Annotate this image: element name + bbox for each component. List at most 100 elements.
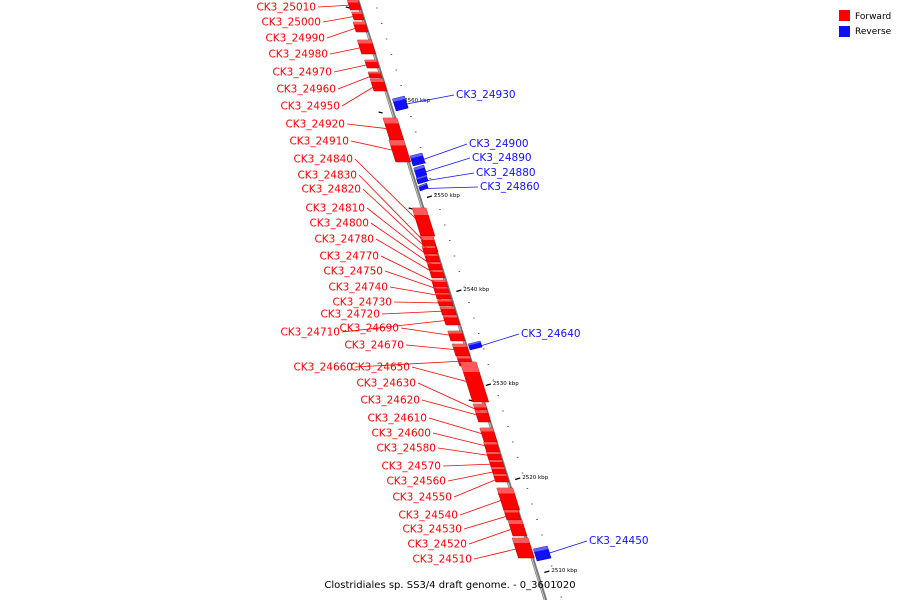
forward-gene-label[interactable]: CK3_24770	[319, 251, 379, 263]
forward-gene-block[interactable]	[411, 207, 436, 237]
forward-gene-label[interactable]: CK3_24980	[268, 49, 328, 61]
forward-gene-label[interactable]: CK3_24990	[265, 33, 325, 45]
forward-gene-label[interactable]: CK3_24710	[280, 327, 340, 339]
forward-gene-label[interactable]: CK3_24510	[412, 554, 472, 566]
forward-gene-block[interactable]	[351, 11, 365, 21]
forward-gene-label[interactable]: CK3_25010	[256, 2, 316, 14]
forward-gene-block[interactable]	[364, 59, 380, 69]
reverse-gene-label[interactable]: CK3_24640	[521, 328, 581, 340]
forward-gene-label[interactable]: CK3_24820	[301, 184, 361, 196]
forward-gene-block[interactable]	[492, 473, 510, 483]
forward-gene-block[interactable]	[479, 427, 498, 443]
forward-gene-label[interactable]: CK3_24550	[392, 492, 452, 504]
forward-gene-label[interactable]: CK3_24920	[285, 119, 345, 131]
forward-gene-block[interactable]	[431, 279, 449, 289]
forward-gene-label[interactable]: CK3_24730	[332, 297, 392, 309]
forward-leader	[389, 286, 443, 297]
reverse-gene-label[interactable]: CK3_24900	[469, 138, 529, 150]
reverse-leader	[418, 143, 468, 162]
reverse-gene-label[interactable]: CK3_24890	[472, 152, 532, 164]
forward-gene-label[interactable]: CK3_25000	[261, 17, 321, 29]
reverse-gene-label[interactable]: CK3_24450	[589, 535, 649, 547]
forward-gene-label[interactable]: CK3_24740	[328, 282, 388, 294]
forward-gene-label[interactable]: CK3_24540	[398, 510, 458, 522]
forward-gene-label[interactable]: CK3_24560	[386, 476, 446, 488]
forward-gene-block[interactable]	[367, 71, 383, 79]
forward-gene-block[interactable]	[483, 441, 500, 453]
forward-gene-label[interactable]: CK3_24620	[360, 395, 420, 407]
forward-gene-block[interactable]	[507, 519, 528, 537]
forward-gene-label[interactable]: CK3_24580	[376, 443, 436, 455]
forward-leader	[437, 447, 493, 457]
forward-gene-label[interactable]: CK3_24670	[344, 340, 404, 352]
forward-gene-block[interactable]	[442, 314, 461, 326]
reverse-gene-block[interactable]	[418, 182, 429, 192]
reverse-leader	[424, 172, 475, 182]
forward-gene-block[interactable]	[439, 306, 457, 316]
reverse-gene-block[interactable]	[409, 152, 426, 167]
forward-gene-block[interactable]	[437, 299, 454, 307]
forward-leader	[354, 360, 464, 368]
legend-forward-label: Forward	[855, 12, 891, 22]
forward-gene-label[interactable]: CK3_24970	[272, 67, 332, 79]
forward-gene-block[interactable]	[434, 292, 452, 300]
forward-gene-block[interactable]	[429, 269, 446, 279]
forward-gene-label[interactable]: CK3_24720	[320, 309, 380, 321]
forward-gene-label[interactable]: CK3_24570	[381, 461, 441, 473]
forward-gene-label[interactable]: CK3_24950	[280, 101, 340, 113]
forward-gene-block[interactable]	[369, 78, 388, 92]
forward-gene-block[interactable]	[451, 343, 471, 357]
forward-gene-label[interactable]: CK3_24650	[350, 362, 410, 374]
forward-leader	[329, 46, 365, 55]
left-dash	[378, 111, 383, 114]
genome-caption: Clostridiales sp. SS3/4 draft genome. - …	[324, 580, 575, 591]
forward-gene-block[interactable]	[346, 0, 362, 11]
forward-leader	[333, 63, 371, 73]
forward-gene-label[interactable]: CK3_24910	[289, 136, 349, 148]
forward-gene-label[interactable]: CK3_24830	[297, 170, 357, 182]
gene-blocks	[346, 0, 552, 562]
forward-gene-block[interactable]	[388, 139, 412, 163]
reverse-gene-label[interactable]: CK3_24880	[476, 167, 536, 179]
forward-leader	[341, 319, 450, 333]
forward-gene-block[interactable]	[496, 487, 521, 511]
forward-gene-label[interactable]: CK3_24810	[305, 203, 365, 215]
axis-tick-label: 2520 kbp	[522, 475, 548, 481]
forward-gene-block[interactable]	[447, 330, 466, 342]
reverse-gene-block[interactable]	[533, 545, 552, 562]
left-dash	[408, 207, 413, 210]
reverse-gene-label[interactable]: CK3_24860	[480, 181, 540, 193]
forward-gene-block[interactable]	[433, 286, 450, 294]
forward-gene-label[interactable]: CK3_24610	[367, 413, 427, 425]
reverse-gene-block[interactable]	[392, 95, 409, 112]
reverse-gene-block[interactable]	[413, 164, 428, 179]
forward-leader	[421, 399, 481, 417]
forward-gene-block[interactable]	[503, 509, 522, 521]
forward-gene-label[interactable]: CK3_24520	[407, 539, 467, 551]
reverse-gene-block[interactable]	[415, 174, 429, 185]
reverse-gene-label[interactable]: CK3_24930	[456, 89, 516, 101]
forward-gene-label[interactable]: CK3_24840	[293, 154, 353, 166]
forward-gene-label[interactable]: CK3_24600	[371, 428, 431, 440]
forward-gene-block[interactable]	[490, 466, 507, 476]
forward-leader	[453, 477, 500, 498]
forward-gene-label[interactable]: CK3_24530	[402, 524, 462, 536]
forward-gene-block[interactable]	[486, 451, 503, 461]
forward-gene-label[interactable]: CK3_24660	[293, 362, 353, 374]
forward-leader	[384, 270, 441, 291]
axis-tick-label: 2530 kbp	[493, 381, 519, 387]
reverse-leader	[543, 540, 588, 556]
forward-leader	[326, 26, 360, 39]
forward-gene-block[interactable]	[459, 361, 490, 403]
reverse-gene-block[interactable]	[467, 340, 483, 351]
forward-gene-block[interactable]	[382, 117, 405, 141]
forward-gene-block[interactable]	[356, 39, 377, 55]
forward-gene-label[interactable]: CK3_24750	[323, 266, 383, 278]
forward-gene-label[interactable]: CK3_24800	[309, 218, 369, 230]
forward-gene-label[interactable]: CK3_24780	[314, 234, 374, 246]
forward-gene-label[interactable]: CK3_24960	[276, 84, 336, 96]
forward-gene-label[interactable]: CK3_24690	[339, 323, 399, 335]
forward-gene-label[interactable]: CK3_24630	[356, 378, 416, 390]
forward-gene-block[interactable]	[511, 537, 535, 559]
